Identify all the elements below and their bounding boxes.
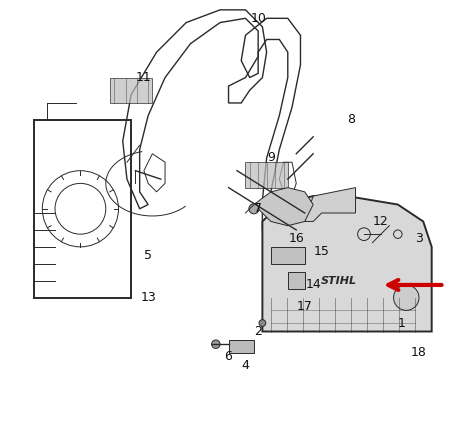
Text: 10: 10 — [250, 12, 266, 25]
Text: 7: 7 — [254, 202, 262, 215]
Text: 3: 3 — [415, 232, 423, 245]
Text: 5: 5 — [144, 249, 152, 262]
Text: STIHL: STIHL — [320, 276, 356, 286]
Polygon shape — [288, 272, 305, 289]
Polygon shape — [305, 187, 356, 222]
Text: 17: 17 — [297, 299, 313, 313]
Polygon shape — [271, 247, 305, 264]
PathPatch shape — [254, 187, 313, 226]
Text: 2: 2 — [254, 325, 262, 338]
Text: 18: 18 — [411, 346, 427, 359]
Text: 11: 11 — [136, 71, 152, 84]
Circle shape — [259, 320, 266, 326]
PathPatch shape — [263, 196, 432, 331]
Circle shape — [393, 285, 419, 311]
Text: 8: 8 — [347, 113, 356, 127]
Text: 1: 1 — [398, 317, 406, 330]
Circle shape — [211, 340, 220, 348]
Text: 12: 12 — [373, 215, 389, 228]
Text: 6: 6 — [225, 351, 232, 363]
Text: 13: 13 — [140, 291, 156, 304]
Text: 9: 9 — [267, 152, 275, 164]
Polygon shape — [246, 162, 288, 187]
Text: 4: 4 — [242, 359, 249, 372]
Text: 16: 16 — [288, 232, 304, 245]
Text: 14: 14 — [305, 279, 321, 291]
Polygon shape — [228, 340, 254, 353]
Polygon shape — [110, 78, 152, 103]
Circle shape — [249, 204, 259, 214]
Text: 15: 15 — [314, 245, 329, 258]
